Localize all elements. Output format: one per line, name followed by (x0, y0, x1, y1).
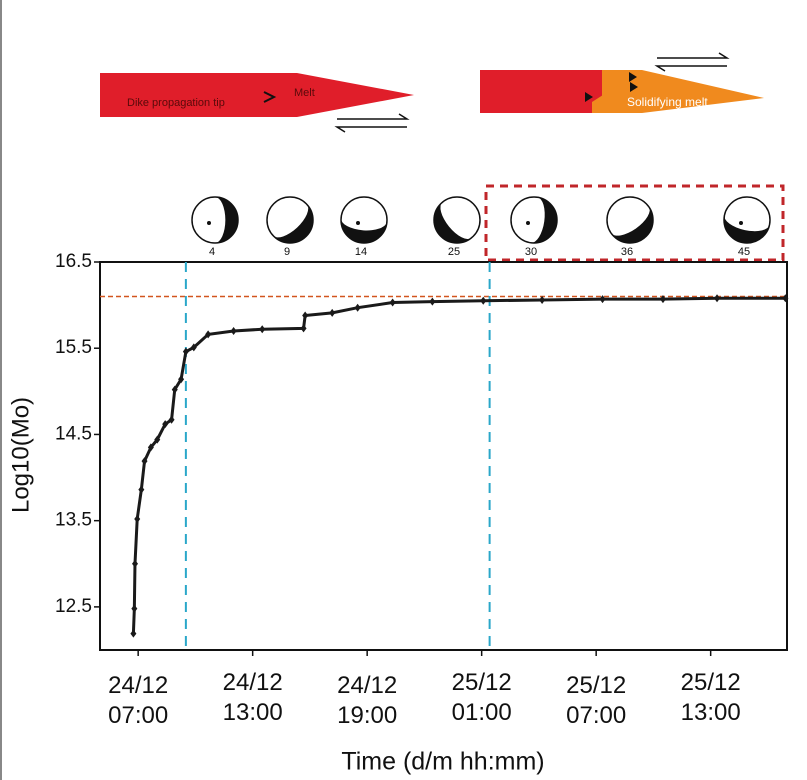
diagram-label: Solidifying melt (627, 95, 708, 109)
data-point (259, 325, 266, 334)
plot-frame (99, 261, 788, 651)
data-point (147, 443, 154, 452)
data-point (329, 308, 336, 317)
data-point (480, 296, 487, 305)
mechanism-label: 25 (448, 246, 460, 258)
beachball-dot (282, 221, 286, 225)
x-axis-label: Time (d/m hh:mm) (341, 748, 544, 776)
data-point (131, 559, 138, 568)
marker (585, 72, 638, 102)
x-tick-label: 24/12 13:00 (222, 669, 283, 726)
y-tick-label: 12.5 (55, 596, 92, 617)
data-point (130, 629, 137, 638)
y-tick-label: 15.5 (55, 337, 92, 358)
data-point (168, 415, 175, 424)
data-point (182, 347, 189, 356)
x-tick-label: 25/12 13:00 (680, 669, 741, 726)
data-point (429, 297, 436, 306)
x-tick-label: 24/12 07:00 (108, 672, 169, 729)
data-point (134, 514, 141, 523)
shear-arrows (334, 52, 730, 133)
beachball-quadrant (273, 204, 313, 243)
data-point (539, 295, 546, 304)
beachball-dot (449, 221, 453, 225)
diagram-label: Melt (294, 87, 315, 99)
x-tick-label: 24/12 19:00 (337, 672, 398, 729)
x-tick-label: 25/12 07:00 (566, 672, 627, 729)
beachball-dot (207, 221, 211, 225)
y-tick-label: 13.5 (55, 510, 92, 531)
data-point (354, 303, 361, 312)
beachball-quadrant (611, 206, 653, 243)
diagram-label: Dike propagation tip (127, 97, 225, 109)
data-point (171, 385, 178, 394)
solidified-shape (602, 70, 764, 113)
data-point (599, 295, 606, 304)
data-point (230, 326, 237, 335)
data-point (782, 294, 789, 303)
mechanism-label: 36 (621, 246, 633, 258)
data-line (131, 296, 786, 634)
y-axis-label: Log10(Mo) (7, 397, 34, 513)
beachball-quadrant (215, 197, 238, 244)
data-point (659, 295, 666, 304)
data-point (154, 435, 161, 444)
data-point (138, 485, 145, 494)
arrow (263, 91, 277, 103)
data-point (162, 420, 169, 429)
data-point (389, 298, 396, 307)
data-point (205, 330, 212, 339)
beachball-quadrant (434, 202, 472, 243)
beachball-quadrant (530, 197, 557, 243)
x-tick-label: 25/12 01:00 (451, 669, 512, 726)
mechanism-label: 9 (284, 246, 290, 258)
data-point (302, 311, 309, 320)
data-point (178, 375, 185, 384)
mechanism-label: 45 (738, 246, 750, 258)
dike-shape (480, 70, 602, 113)
data-point (300, 324, 307, 333)
y-tick-label: 16.5 (55, 251, 92, 272)
data-point (141, 457, 148, 466)
mechanism-label: 4 (209, 246, 215, 258)
beachball-quadrant (341, 218, 387, 243)
y-tick-label: 14.5 (55, 423, 92, 444)
beachball-dot (526, 221, 530, 225)
data-point (714, 294, 721, 303)
mechanism-label: 30 (525, 246, 537, 258)
beachball-dot (739, 221, 743, 225)
data-point (131, 604, 138, 613)
beachball-quadrant (724, 215, 770, 243)
beachball-dot (356, 221, 360, 225)
mechanism-label: 14 (355, 246, 367, 258)
beachball-dot (622, 221, 626, 225)
highlight-box (484, 184, 785, 262)
data-point (190, 343, 197, 352)
dike-shape (100, 73, 414, 117)
